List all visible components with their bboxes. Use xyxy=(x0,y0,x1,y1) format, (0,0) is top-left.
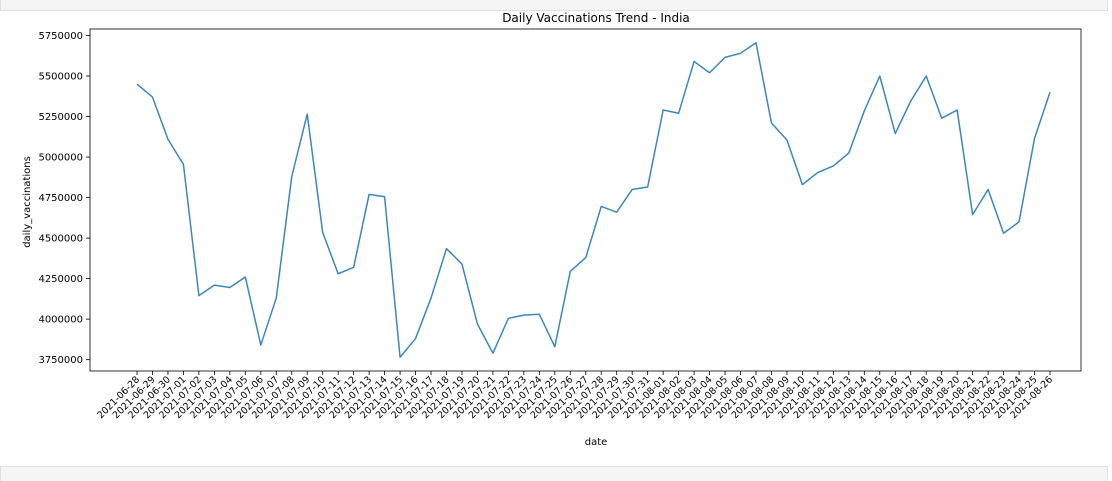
y-tick-label: 5750000 xyxy=(38,31,83,42)
y-tick-label: 4500000 xyxy=(38,234,83,245)
y-tick-label: 5250000 xyxy=(38,112,83,123)
y-tick-label: 4750000 xyxy=(38,193,83,204)
y-axis-label: daily_vaccinations xyxy=(22,156,33,248)
y-tick-label: 3750000 xyxy=(38,355,83,366)
chart-title: Daily Vaccinations Trend - India xyxy=(502,11,690,25)
y-tick-label: 4000000 xyxy=(38,315,83,326)
notebook-cell-top xyxy=(0,0,1108,11)
x-axis-label: date xyxy=(585,437,608,448)
notebook-cell-bottom xyxy=(0,466,1108,481)
plot-frame xyxy=(89,28,1082,372)
y-tick-label: 5000000 xyxy=(38,153,83,164)
series-group xyxy=(136,42,1051,358)
x-axis: 2021-06-282021-06-292021-06-302021-07-01… xyxy=(95,371,1055,421)
series-line-daily-vaccinations xyxy=(136,42,1051,358)
y-tick-label: 4250000 xyxy=(38,274,83,285)
y-axis: 3750000 4000000 4250000 4500000 4750000 50000… xyxy=(38,31,90,366)
y-tick-label: 5500000 xyxy=(38,72,83,83)
